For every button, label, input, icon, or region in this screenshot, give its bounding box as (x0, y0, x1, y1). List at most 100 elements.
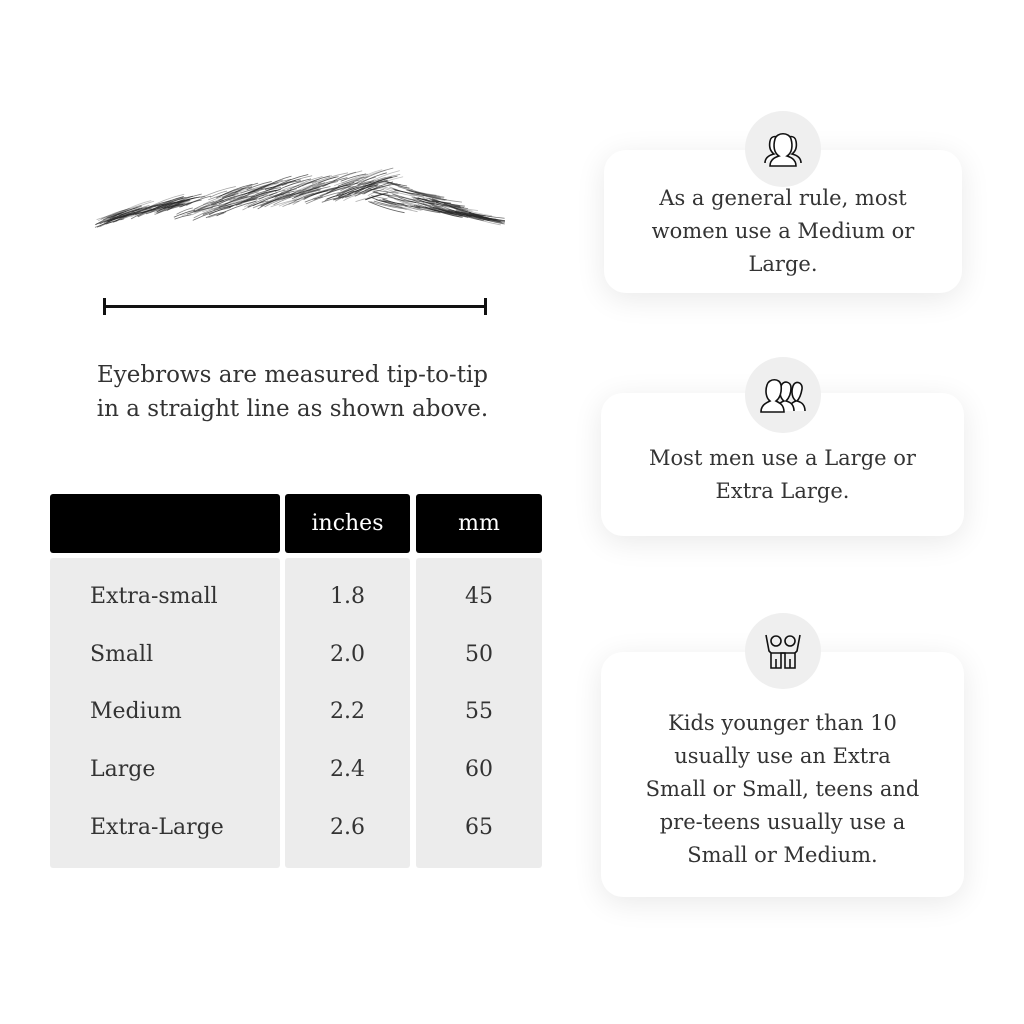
cell-inches: 1.8 (330, 584, 365, 609)
eyebrow-hair (209, 190, 228, 198)
eyebrow-hair (167, 203, 185, 209)
eyebrow-hair (250, 189, 277, 198)
eyebrow-hair (425, 195, 463, 203)
eyebrow-hair (340, 173, 367, 182)
eyebrow-hair (244, 194, 274, 208)
eyebrow-hair (382, 198, 407, 206)
eyebrow-hair (304, 196, 324, 203)
cell-size: Extra-small (90, 584, 218, 609)
eyebrow-hair (364, 176, 404, 191)
size-column: Extra-small Small Medium Large Extra-Large (50, 558, 280, 868)
eyebrow-hair (234, 182, 259, 194)
eyebrow-hair (368, 201, 405, 214)
eyebrow-hair (251, 178, 292, 193)
eyebrow-hair (232, 187, 253, 195)
eyebrow-hair (235, 196, 252, 204)
eyebrow-hair (274, 178, 312, 192)
eyebrow-hair (299, 182, 330, 195)
eyebrow-hair (463, 214, 480, 218)
eyebrow-hair (299, 188, 322, 195)
eyebrow-hair (422, 203, 454, 213)
eyebrow-hair (288, 182, 322, 197)
eyebrow-hair (292, 190, 326, 205)
eyebrow-hair (422, 201, 462, 208)
eyebrow-hair (293, 192, 314, 202)
card-women: As a general rule, most women use a Medi… (604, 150, 962, 293)
eyebrow-hair (420, 203, 458, 216)
eyebrow-hair (404, 206, 423, 211)
eyebrow-hair (394, 198, 422, 209)
header-size (50, 494, 280, 553)
eyebrow-illustration (94, 167, 505, 228)
eyebrow-hair (446, 211, 473, 218)
eyebrow-hair (410, 189, 444, 199)
cell-inches: 2.4 (330, 757, 365, 782)
eyebrow-hair (289, 176, 323, 190)
eyebrow-hair (281, 175, 313, 186)
cell-mm: 60 (465, 757, 493, 782)
eyebrow-hair (473, 213, 489, 219)
eyebrow-hair (257, 193, 294, 210)
eyebrow-hair (364, 170, 400, 185)
eyebrow-hair (253, 189, 282, 200)
eyebrow-hair (213, 200, 249, 211)
mm-column: 45 50 55 60 65 (416, 558, 542, 868)
eyebrow-hair (297, 175, 331, 189)
eyebrow-hair (144, 193, 185, 210)
eyebrow-hair (326, 181, 355, 194)
eyebrow-hair (288, 191, 320, 205)
eyebrow-hair (443, 202, 472, 213)
eyebrow-hair (102, 208, 130, 221)
eyebrow-hair (208, 212, 225, 218)
eyebrow-hair (208, 190, 242, 201)
eyebrow-hair (186, 207, 213, 215)
eyebrow-hair (205, 211, 227, 219)
men-group-icon (745, 357, 821, 433)
eyebrow-hair (373, 200, 403, 209)
eyebrow-hair (367, 176, 386, 185)
eyebrow-hair (192, 207, 231, 221)
eyebrow-hair (366, 177, 393, 188)
eyebrow-hair (333, 195, 352, 201)
eyebrow-hair (434, 206, 469, 218)
header-inches: inches (285, 494, 410, 553)
eyebrow-hair (132, 204, 150, 213)
card-kids: Kids younger than 10 usually use an Extr… (601, 652, 964, 897)
eyebrow-hair (242, 201, 265, 211)
eyebrow-hair (218, 191, 259, 209)
eyebrow-hair (176, 207, 193, 215)
eyebrow-hair (415, 201, 437, 209)
eyebrow-hair (113, 207, 152, 223)
eyebrow-hair (208, 205, 234, 216)
eyebrow-hair (122, 207, 148, 217)
eyebrow-hair (227, 188, 259, 198)
eyebrow-hair (186, 195, 212, 206)
eyebrow-hair (255, 187, 281, 195)
eyebrow-hair (260, 175, 292, 190)
eyebrow-hair (334, 176, 364, 187)
eyebrow-hair (394, 183, 413, 190)
eyebrow-hair (426, 197, 461, 206)
eyebrow-hair (319, 185, 355, 197)
eyebrow-hair (163, 193, 202, 209)
eyebrow-hair (269, 189, 286, 197)
eyebrow-hair (428, 197, 469, 210)
cell-size: Small (90, 642, 154, 667)
eyebrow-hair (150, 196, 186, 213)
eyebrow-hair (210, 194, 239, 204)
eyebrow-hair (286, 179, 320, 191)
eyebrow-hair (194, 199, 224, 213)
eyebrow-hair (269, 192, 301, 204)
measurement-line (103, 298, 487, 315)
eyebrow-hair (200, 186, 236, 199)
eyebrow-hair (290, 185, 326, 195)
eyebrow-hair (411, 196, 428, 201)
eyebrow-hair (141, 201, 177, 214)
eyebrow-hair (431, 200, 451, 205)
eyebrow-hair (288, 182, 326, 199)
eyebrow-hair (435, 202, 465, 208)
card-text: Most men use a Large or Extra Large. (649, 445, 916, 503)
cell-size: Extra-Large (90, 815, 224, 840)
eyebrow-hair (105, 218, 124, 225)
eyebrow-hair (343, 193, 360, 202)
